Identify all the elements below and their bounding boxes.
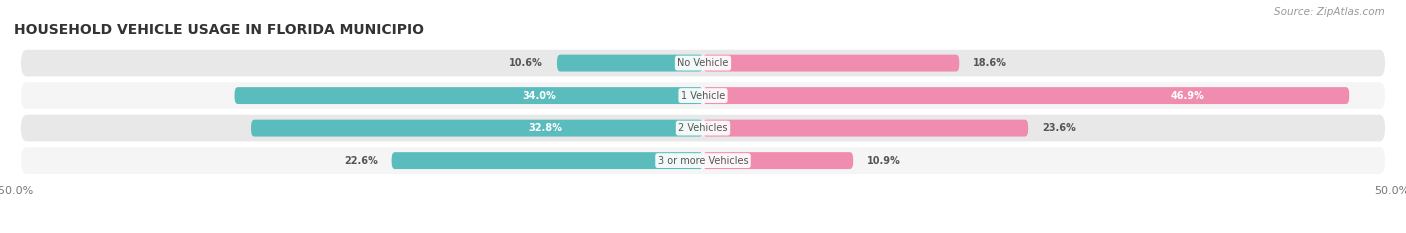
FancyBboxPatch shape	[703, 87, 1350, 104]
Text: 10.6%: 10.6%	[509, 58, 543, 68]
FancyBboxPatch shape	[235, 87, 703, 104]
Text: 32.8%: 32.8%	[527, 123, 562, 133]
Text: HOUSEHOLD VEHICLE USAGE IN FLORIDA MUNICIPIO: HOUSEHOLD VEHICLE USAGE IN FLORIDA MUNIC…	[14, 23, 425, 37]
Text: 34.0%: 34.0%	[522, 91, 555, 101]
Text: Source: ZipAtlas.com: Source: ZipAtlas.com	[1274, 7, 1385, 17]
Text: 3 or more Vehicles: 3 or more Vehicles	[658, 156, 748, 166]
FancyBboxPatch shape	[21, 82, 1385, 109]
FancyBboxPatch shape	[703, 120, 1028, 137]
Text: 18.6%: 18.6%	[973, 58, 1007, 68]
Text: 22.6%: 22.6%	[344, 156, 378, 166]
Text: No Vehicle: No Vehicle	[678, 58, 728, 68]
FancyBboxPatch shape	[21, 147, 1385, 174]
FancyBboxPatch shape	[21, 115, 1385, 141]
FancyBboxPatch shape	[703, 152, 853, 169]
Text: 10.9%: 10.9%	[868, 156, 901, 166]
FancyBboxPatch shape	[557, 55, 703, 72]
Text: 23.6%: 23.6%	[1042, 123, 1076, 133]
FancyBboxPatch shape	[392, 152, 703, 169]
Text: 2 Vehicles: 2 Vehicles	[678, 123, 728, 133]
Text: 46.9%: 46.9%	[1171, 91, 1205, 101]
FancyBboxPatch shape	[252, 120, 703, 137]
FancyBboxPatch shape	[21, 50, 1385, 76]
FancyBboxPatch shape	[703, 55, 959, 72]
Text: 1 Vehicle: 1 Vehicle	[681, 91, 725, 101]
